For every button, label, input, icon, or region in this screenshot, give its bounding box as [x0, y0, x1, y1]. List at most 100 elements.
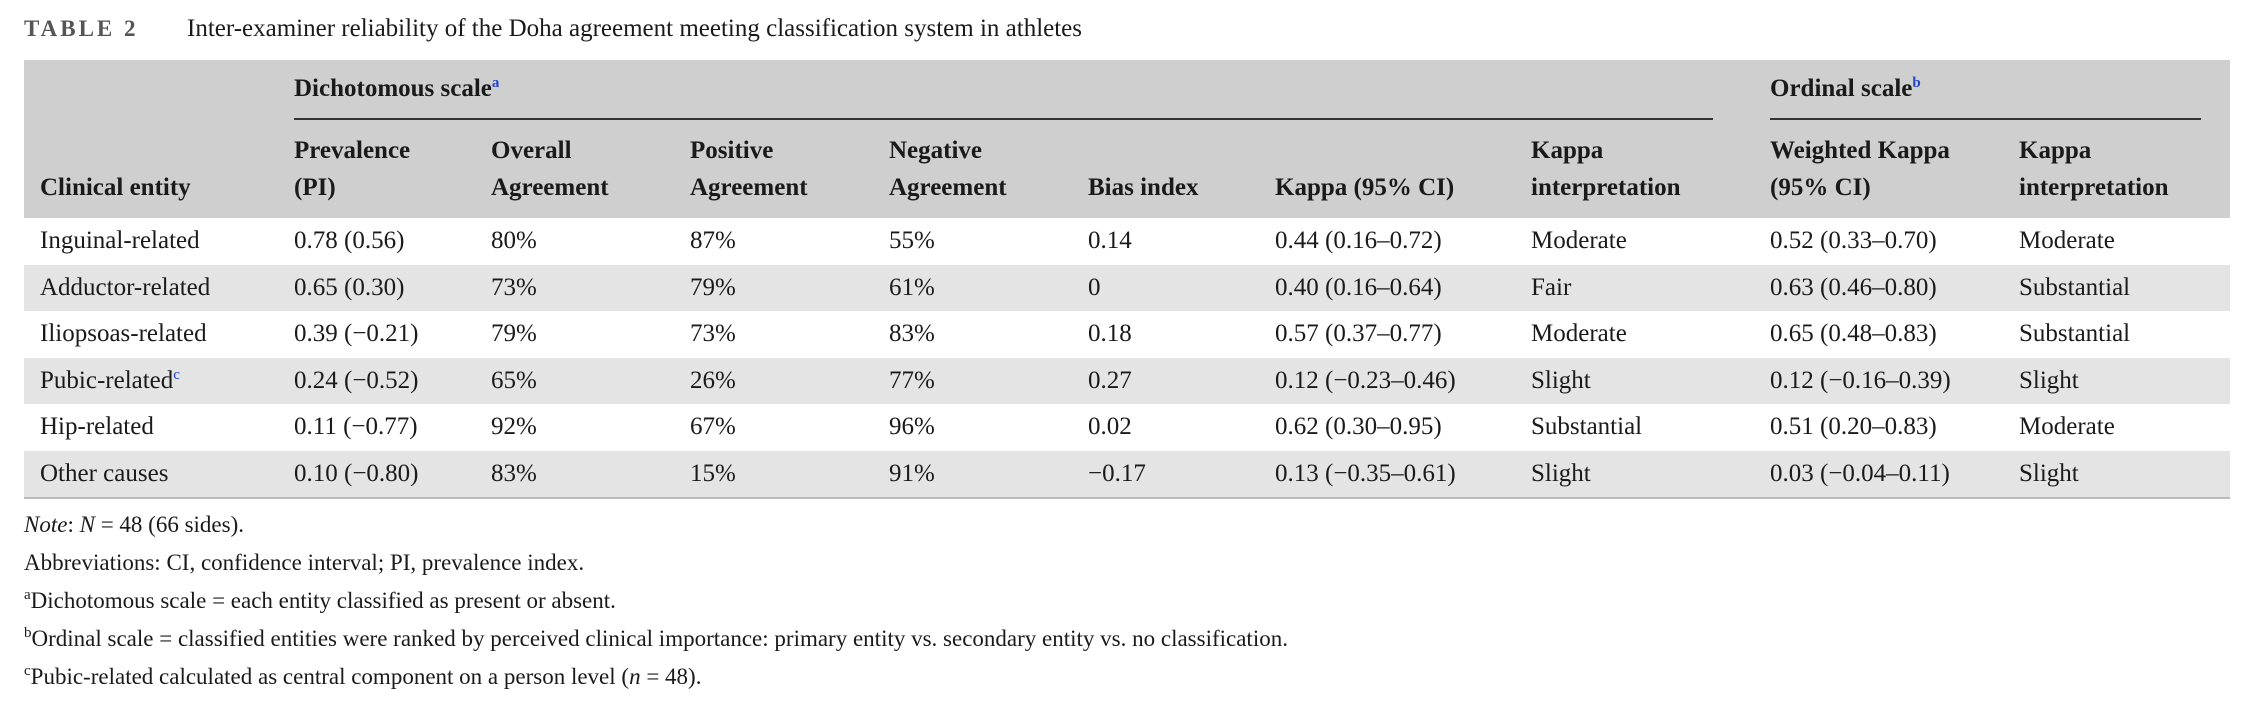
table-cell: 0.39 (−0.21)	[294, 319, 419, 349]
table-cell: Moderate	[2019, 412, 2115, 442]
table-cell: 0.65 (0.30)	[294, 273, 404, 303]
cell-text: Moderate	[2019, 227, 2115, 254]
cell-text: 96%	[889, 413, 935, 440]
cell-text: Moderate	[2019, 413, 2115, 440]
table-cell: 80%	[491, 226, 537, 256]
column-header: interpretation	[2019, 174, 2169, 201]
table-cell: 73%	[690, 319, 736, 349]
cell-text: 65%	[491, 366, 537, 394]
cell-text: 0.40 (0.16–0.64)	[1275, 273, 1442, 301]
cell-text: 92%	[491, 413, 537, 440]
cell-text: 0.44 (0.16–0.72)	[1275, 227, 1442, 254]
cell-text: 0.03 (−0.04–0.11)	[1770, 459, 1950, 487]
group-header: Dichotomous scalea	[294, 74, 499, 104]
note-text: = 48 (66 sides).	[94, 512, 244, 537]
group-header-text: Ordinal scale	[1770, 75, 1913, 102]
cell-text: Substantial	[2019, 273, 2131, 301]
table-cell: Adductor-related	[40, 273, 210, 303]
table-cell: 61%	[889, 273, 935, 303]
cell-text: −0.17	[1088, 459, 1146, 487]
footnote-marker: b	[24, 625, 32, 641]
note: cPubic-related calculated as central com…	[24, 662, 701, 692]
cell-text: Substantial	[2019, 320, 2131, 347]
table-cell: 0.10 (−0.80)	[294, 459, 419, 489]
table-cell: 87%	[690, 226, 736, 256]
cell-text: 0.18	[1088, 320, 1132, 347]
cell-text: 83%	[491, 459, 537, 487]
group-rule	[1770, 118, 2201, 120]
cell-text: Other causes	[40, 459, 169, 487]
note-text: Ordinal scale = classified entities were…	[31, 626, 1288, 651]
table-cell: 0.12 (−0.16–0.39)	[1770, 366, 1951, 396]
table-cell: Substantial	[2019, 319, 2130, 349]
table-cell: 0.12 (−0.23–0.46)	[1275, 366, 1456, 396]
table-cell: Slight	[1531, 366, 1591, 396]
note-text: :	[67, 512, 80, 537]
cell-text: 73%	[690, 320, 736, 347]
table-cell: 55%	[889, 226, 935, 256]
cell-text: Moderate	[1531, 320, 1627, 347]
cell-text: Slight	[1531, 366, 1591, 394]
note-text: N	[79, 512, 95, 537]
column-header: Weighted Kappa	[1770, 137, 1950, 164]
cell-text: Iliopsoas-related	[40, 320, 207, 347]
cell-text: 26%	[690, 366, 736, 394]
table-cell: −0.17	[1088, 459, 1146, 489]
cell-text: 0.02	[1088, 413, 1132, 440]
note: bOrdinal scale = classified entities wer…	[24, 624, 1288, 654]
note: aDichotomous scale = each entity classif…	[24, 586, 616, 616]
cell-text: 67%	[690, 413, 736, 440]
cell-text: 0.57 (0.37–0.77)	[1275, 320, 1442, 347]
table-cell: 0.52 (0.33–0.70)	[1770, 226, 1937, 256]
column-header: Agreement	[491, 174, 609, 201]
table-cell: 67%	[690, 412, 736, 442]
cell-text: 87%	[690, 227, 736, 254]
cell-text: 0.12 (−0.16–0.39)	[1770, 366, 1951, 394]
note-text: Dichotomous scale = each entity classifi…	[30, 588, 616, 613]
group-rule	[294, 118, 1713, 120]
cell-text: 0.78 (0.56)	[294, 227, 405, 254]
table-cell: 0.24 (−0.52)	[294, 366, 419, 396]
table-cell: 0.27	[1088, 366, 1132, 396]
cell-text: Moderate	[1531, 227, 1627, 254]
table-cell: 26%	[690, 366, 736, 396]
table-cell: Hip-related	[40, 412, 154, 442]
footnote-marker: a	[491, 75, 500, 91]
cell-text: 0.51 (0.20–0.83)	[1770, 413, 1937, 440]
note: Abbreviations: CI, confidence interval; …	[24, 548, 584, 578]
table-cell: Substantial	[1531, 412, 1642, 442]
note-text: Note	[24, 512, 68, 537]
table-cell: 77%	[889, 366, 935, 396]
column-header: Clinical entity	[40, 174, 191, 201]
table-cell: 15%	[690, 459, 736, 489]
table-cell: Moderate	[2019, 226, 2115, 256]
table-cell: Slight	[1531, 459, 1591, 489]
cell-text: 0.24 (−0.52)	[294, 366, 419, 394]
footnote-marker: a	[24, 587, 31, 603]
table-cell: Moderate	[1531, 319, 1627, 349]
table-cell: 0.63 (0.46–0.80)	[1770, 273, 1937, 303]
column-header: (PI)	[294, 174, 336, 201]
column-header: Kappa (95% CI)	[1275, 174, 1455, 201]
cell-text: Hip-related	[40, 413, 154, 440]
cell-text: 0.10 (−0.80)	[294, 459, 419, 487]
table-cell: 0.44 (0.16–0.72)	[1275, 226, 1442, 256]
caption-text: Inter-examiner reliability of the Doha a…	[187, 15, 1083, 42]
table-cell: Moderate	[1531, 226, 1627, 256]
column-header: (95% CI)	[1770, 174, 1871, 201]
table-cell: 0.14	[1088, 226, 1132, 256]
table-cell: 0.03 (−0.04–0.11)	[1770, 459, 1950, 489]
cell-text: Pubic-related	[40, 366, 174, 394]
column-header: interpretation	[1531, 174, 1681, 201]
column-header: Agreement	[889, 174, 1007, 201]
table-cell: Pubic-relatedc	[40, 366, 180, 396]
table-cell: 91%	[889, 459, 935, 489]
cell-text: 0.14	[1088, 227, 1132, 254]
header-background	[24, 60, 2230, 218]
table-cell: 0	[1088, 273, 1101, 303]
table-cell: 0.57 (0.37–0.77)	[1275, 319, 1442, 349]
cell-text: 0.13 (−0.35–0.61)	[1275, 459, 1456, 487]
note-text: n	[629, 664, 641, 689]
cell-text: Slight	[2019, 459, 2079, 487]
